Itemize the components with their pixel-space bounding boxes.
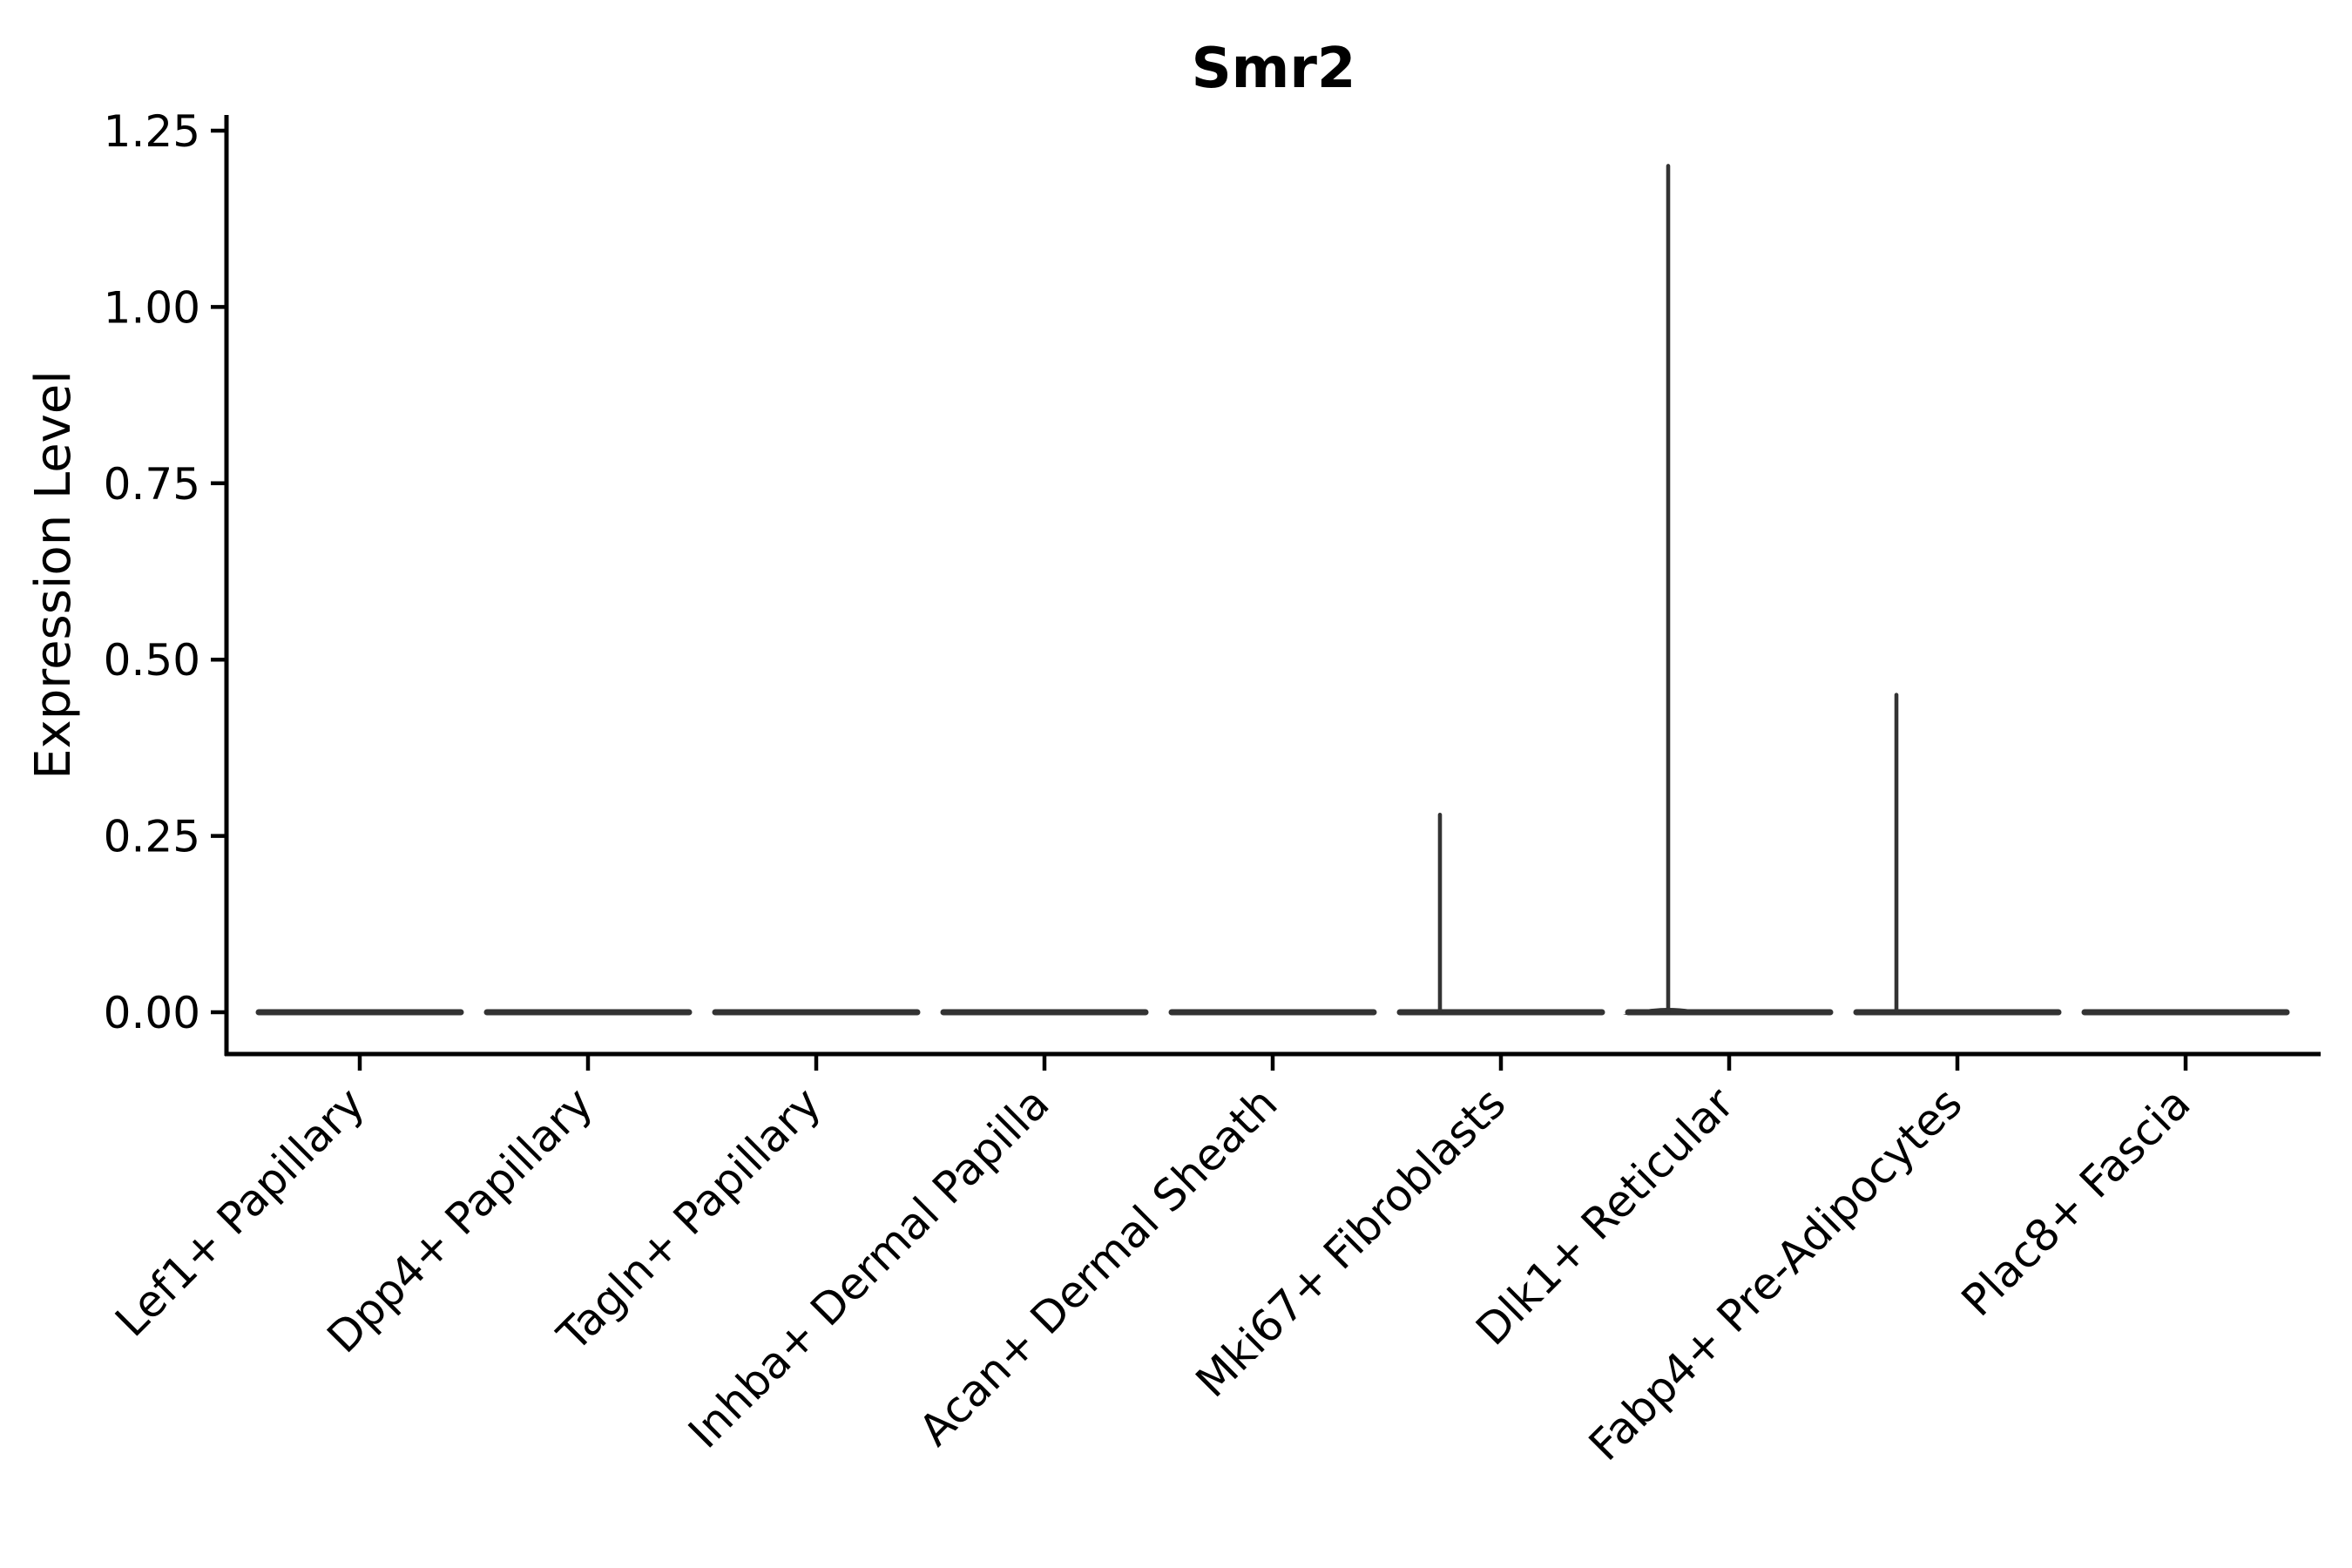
x-tick-label: Plac8+ Fascia — [1952, 1078, 2200, 1326]
chart-title: Smr2 — [1192, 37, 1356, 101]
y-tick-label: 1.25 — [104, 106, 200, 157]
violins-layer — [255, 164, 2290, 1016]
x-tick-label: Fabp4+ Pre-Adipocytes — [1579, 1078, 1972, 1470]
y-axis-label: Expression Level — [25, 370, 82, 780]
x-tick-label: Inhba+ Dermal Papilla — [679, 1078, 1058, 1457]
y-tick-label: 0.25 — [104, 812, 200, 862]
violin-8 — [1853, 693, 2062, 1016]
y-tick-label: 0.50 — [104, 635, 200, 686]
violin-7 — [1623, 164, 1834, 1016]
violin-6 — [1396, 813, 1605, 1016]
y-tick-label: 0.00 — [104, 988, 200, 1038]
y-tick-label: 0.75 — [104, 459, 200, 510]
y-tick-label: 1.00 — [104, 282, 200, 333]
x-tick-label: Lef1+ Papillary — [105, 1078, 374, 1346]
